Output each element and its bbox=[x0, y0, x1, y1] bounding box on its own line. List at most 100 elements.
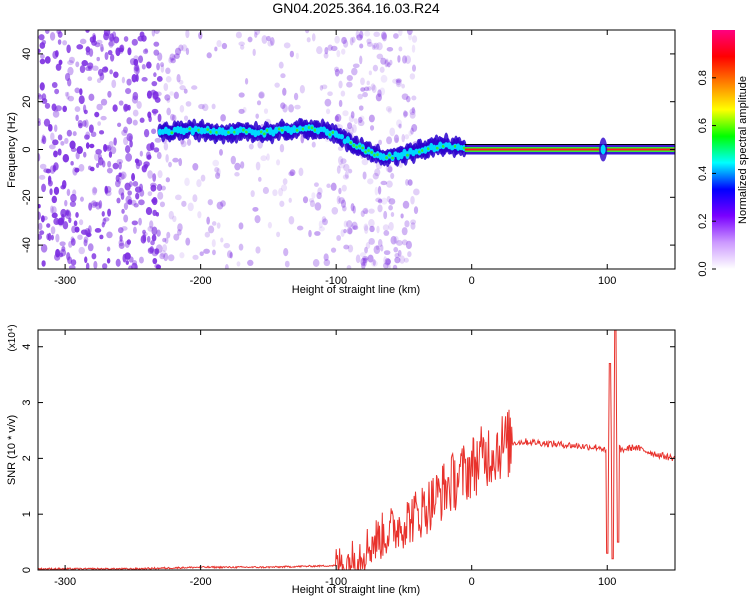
spectrogram-noise-blob bbox=[371, 44, 376, 50]
spectrogram-noise-blob bbox=[81, 60, 89, 67]
spectrogram-noise-blob bbox=[312, 259, 320, 267]
spectrogram-noise-blob bbox=[282, 104, 288, 113]
spectrogram-noise-blob bbox=[156, 183, 163, 191]
spectrogram-noise-blob bbox=[316, 191, 322, 200]
spectrogram-noise-blob bbox=[358, 116, 363, 124]
spectrogram-noise-blob bbox=[153, 147, 160, 153]
spectrogram-noise-blob bbox=[47, 232, 52, 242]
spectrogram-ridge-core bbox=[242, 128, 245, 132]
spectrogram-noise-blob bbox=[357, 93, 363, 100]
spectrogram-noise-blob bbox=[49, 31, 56, 41]
spectrogram-noise-blob bbox=[211, 221, 217, 226]
spectrogram-noise-blob bbox=[94, 111, 100, 118]
spectrogram-noise-blob bbox=[78, 95, 85, 105]
spectrogram-noise-blob bbox=[79, 65, 86, 74]
spectrogram-noise-blob bbox=[336, 195, 341, 205]
spectrogram-noise-blob bbox=[38, 118, 41, 124]
spectrogram-noise-blob bbox=[311, 141, 316, 148]
spectrogram-noise-blob bbox=[394, 256, 401, 264]
spectrogram-noise-blob bbox=[411, 64, 417, 72]
spectrogram-noise-blob bbox=[159, 253, 165, 260]
spectrogram-noise-blob bbox=[357, 119, 365, 127]
spectrogram-noise-blob bbox=[377, 198, 383, 204]
spectrogram-noise-blob bbox=[207, 199, 213, 206]
spectrogram-noise-blob bbox=[178, 79, 184, 85]
spectrogram-noise-blob bbox=[294, 104, 301, 110]
spectrogram-noise-blob bbox=[360, 257, 366, 266]
spectrogram-noise-blob bbox=[50, 205, 54, 214]
spectrogram-noise-blob bbox=[44, 102, 51, 109]
spectrogram-noise-blob bbox=[397, 249, 402, 257]
spectrogram-noise-blob bbox=[359, 55, 363, 65]
spectrogram-noise-blob bbox=[374, 186, 379, 196]
spectrogram-noise-blob bbox=[150, 184, 157, 192]
spectrogram-noise-blob bbox=[350, 224, 356, 231]
spectrogram-noise-blob bbox=[338, 99, 343, 108]
spectrogram-noise-blob bbox=[135, 63, 140, 72]
spectrogram-noise-blob bbox=[380, 74, 388, 83]
spectrogram-noise-blob bbox=[395, 137, 399, 143]
spectrogram-noise-blob bbox=[410, 195, 415, 205]
spectrogram-noise-blob bbox=[109, 69, 113, 75]
spectrogram-noise-blob bbox=[65, 209, 70, 216]
spectrogram-noise-blob bbox=[149, 220, 154, 229]
spectrogram-noise-blob bbox=[403, 111, 409, 117]
spectrogram-ridge-core bbox=[376, 153, 380, 157]
spectrogram-noise-blob bbox=[360, 210, 365, 217]
spectrogram-x-axis-label: Height of straight line (km) bbox=[292, 284, 420, 296]
spectrogram-noise-blob bbox=[112, 104, 118, 112]
spectrogram-noise-blob bbox=[398, 30, 403, 37]
spectrogram-noise-blob bbox=[238, 41, 245, 46]
spectrogram-noise-blob bbox=[124, 145, 131, 154]
spectrogram-noise-blob bbox=[401, 227, 408, 236]
spectrogram-noise-blob bbox=[78, 246, 86, 255]
spectrogram-noise-blob bbox=[179, 252, 185, 259]
spectrogram-noise-blob bbox=[280, 102, 286, 109]
spectrogram-noise-blob bbox=[351, 36, 356, 43]
spectrogram-noise-blob bbox=[79, 38, 87, 45]
spectrogram-ytick-label: -40 bbox=[21, 237, 33, 253]
spectrogram-noise-blob bbox=[41, 183, 46, 193]
spectrogram-noise-blob bbox=[70, 259, 77, 266]
spectrogram-noise-blob bbox=[324, 98, 332, 107]
spectrogram-noise-blob bbox=[330, 45, 338, 51]
spectrogram-ridge-core bbox=[197, 128, 201, 132]
spectrogram-noise-blob bbox=[252, 206, 259, 212]
spectrogram-noise-blob bbox=[327, 44, 333, 51]
spectrogram-noise-blob bbox=[401, 239, 408, 246]
spectrogram-noise-blob bbox=[147, 170, 153, 179]
spectrogram-noise-blob bbox=[156, 151, 162, 160]
spectrogram-noise-blob bbox=[324, 46, 329, 55]
spectrogram-noise-blob bbox=[91, 253, 97, 260]
spectrogram-noise-blob bbox=[379, 66, 385, 73]
spectrogram-noise-blob bbox=[151, 198, 157, 204]
spectrogram-noise-blob bbox=[125, 153, 133, 162]
spectrogram-noise-blob bbox=[341, 48, 346, 55]
spectrogram-noise-blob bbox=[135, 67, 140, 76]
spectrogram-noise-blob bbox=[169, 57, 174, 63]
spectrogram-noise-blob bbox=[350, 111, 355, 119]
spectrogram-ridge-core bbox=[307, 126, 311, 129]
spectrogram-noise-blob bbox=[289, 50, 295, 58]
spectrogram-noise-blob bbox=[355, 254, 361, 264]
spectrogram-ridge-core bbox=[388, 153, 391, 157]
spectrogram-noise-blob bbox=[346, 81, 353, 88]
spectrogram-noise-blob bbox=[352, 205, 356, 214]
spectrogram-noise-blob bbox=[230, 155, 236, 165]
spectrogram-noise-blob bbox=[168, 161, 172, 168]
spectrogram-noise-blob bbox=[361, 158, 369, 166]
spectrogram-ridge-core bbox=[361, 146, 365, 150]
spectrogram-noise-blob bbox=[163, 142, 169, 151]
spectrogram-noise-blob bbox=[74, 106, 81, 112]
spectrogram-noise-blob bbox=[162, 244, 168, 253]
spectrogram-ridge-core bbox=[310, 126, 314, 130]
spectrogram-ridge-core bbox=[352, 144, 356, 147]
spectrogram-noise-blob bbox=[59, 252, 64, 258]
spectrogram-noise-blob bbox=[403, 257, 409, 263]
spectrogram-noise-blob bbox=[411, 123, 418, 132]
spectrogram-ytick-label: 0 bbox=[21, 146, 33, 152]
spectrogram-noise-blob bbox=[183, 88, 188, 94]
spectrogram-noise-blob bbox=[261, 35, 268, 44]
spectrogram-ridge-inner bbox=[455, 143, 461, 151]
spectrogram-noise-blob bbox=[149, 245, 154, 254]
